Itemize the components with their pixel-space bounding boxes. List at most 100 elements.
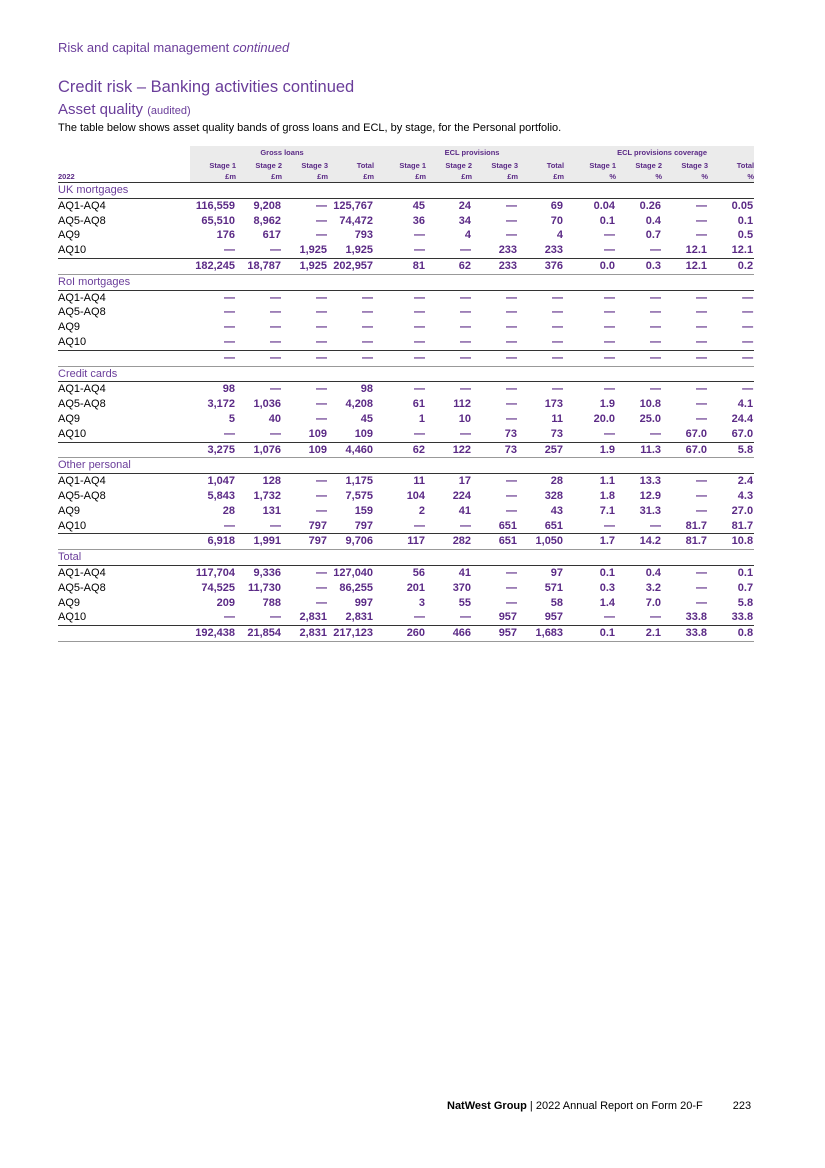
cell: 81.7: [731, 519, 754, 532]
cell: 788: [262, 596, 281, 609]
cell: 25.0: [639, 412, 662, 425]
page-number: 223: [732, 1100, 752, 1112]
cell: —: [316, 306, 327, 319]
cell: —: [696, 566, 708, 579]
cell: —: [460, 244, 472, 257]
total-row: 182,245 18,787 1,925 202,957 81 62 233 376 0.0 0.…: [58, 257, 755, 275]
data-row: AQ1-AQ4 1,047 128 — 1,175 11 17 — 28 1.1 13.3 — 2.4: [58, 474, 754, 489]
cell: —: [236, 349, 282, 367]
spacer: [374, 441, 381, 459]
cell: —: [552, 335, 564, 348]
cell: 74,525: [201, 581, 235, 594]
cell: 4: [556, 229, 564, 242]
footer: NatWest Group | 2022 Annual Report on Fo…: [447, 1100, 752, 1112]
cell: —: [742, 321, 754, 334]
cell: 11.3: [616, 441, 663, 459]
cell: 159: [354, 504, 374, 517]
cell: —: [224, 519, 235, 532]
cell: 1,076: [236, 441, 282, 459]
total-row: 6,918 1,991 797 9,706 117 282 651 1,050 1.7 14.2 8…: [58, 533, 755, 551]
cell: 17: [458, 475, 472, 488]
cell: —: [316, 398, 327, 411]
unit-row: 2022 £m £m £m £m £m £m £m £m%%%%: [58, 171, 755, 183]
row-label: AQ10: [58, 611, 87, 624]
cell: 0.1: [599, 566, 616, 579]
cell: —: [316, 229, 327, 242]
cell: —: [328, 349, 375, 367]
section-title-row: Other personal: [58, 457, 755, 475]
column-stage: Stage 1: [380, 160, 427, 171]
group-header: Gross loans: [190, 146, 375, 160]
cell: 282: [426, 533, 473, 551]
cell: 2: [418, 504, 426, 517]
cell: —: [506, 335, 518, 348]
cell: —: [662, 349, 709, 367]
cell: 0.0: [570, 257, 617, 275]
cell: 70: [550, 214, 564, 227]
cell: 1.4: [599, 596, 616, 609]
cell: —: [604, 335, 616, 348]
data-row: AQ10 — — 1,925 1,925 — — 233 233 — — 12.1 12.1: [58, 243, 754, 258]
cell: 28: [550, 475, 564, 488]
cell: 56: [412, 566, 426, 579]
cell: 11,730: [247, 581, 281, 594]
cell: —: [506, 306, 518, 319]
cell: 112: [453, 398, 472, 411]
cell: 1,047: [207, 475, 235, 488]
cell: —: [696, 504, 708, 517]
cell: —: [708, 349, 755, 367]
column-unit: £m: [328, 171, 375, 183]
row-label: [58, 625, 190, 642]
cell: 2,831: [282, 625, 328, 642]
cell: —: [506, 566, 518, 579]
running-header: Risk and capital management continued: [58, 40, 289, 55]
cell: 0.1: [570, 625, 617, 642]
column-unit: £m: [518, 171, 565, 183]
cell: —: [552, 321, 564, 334]
cell: 233: [498, 244, 518, 257]
cell: 73: [472, 441, 519, 459]
cell: 55: [458, 596, 472, 609]
cell: 7.0: [645, 596, 662, 609]
cell: 41: [458, 504, 472, 517]
cell: —: [696, 229, 708, 242]
cell: 0.3: [599, 581, 616, 594]
cell: 5,843: [207, 489, 235, 502]
row-label: AQ9: [58, 504, 81, 517]
total-row: 3,275 1,076 109 4,460 62 122 73 257 1.9 11.3 67.0 5…: [58, 441, 755, 459]
cell: 73: [550, 427, 564, 440]
cell: 33.8: [662, 625, 709, 642]
cell: —: [604, 229, 616, 242]
column-stage: Stage 3: [472, 160, 519, 171]
cell: 0.7: [737, 581, 754, 594]
spacer: [564, 441, 571, 459]
row-label: [58, 257, 190, 275]
asset-quality-table: Gross loans ECL provisions ECL provisions …: [58, 146, 755, 642]
cell: 127,040: [333, 566, 374, 579]
cell: 260: [380, 625, 427, 642]
cell: 33.8: [731, 611, 754, 624]
cell: —: [506, 504, 518, 517]
cell: 13.3: [639, 475, 662, 488]
column-unit: £m: [472, 171, 519, 183]
cell: —: [650, 244, 662, 257]
cell: —: [224, 611, 235, 624]
data-row: AQ9 209 788 — 997 3 55 — 58 1.4 7.0 — 5.8: [58, 596, 754, 611]
stage-row: Stage 1 Stage 2 Stage 3 Total Stage 1 Stage 2…: [58, 160, 755, 171]
cell: —: [506, 199, 518, 212]
column-unit: %: [570, 171, 617, 183]
column-stage: Stage 1: [190, 160, 236, 171]
cell: —: [414, 335, 426, 348]
row-label: AQ9: [58, 412, 81, 425]
cell: —: [696, 475, 708, 488]
data-row: AQ10 — — 797 797 — — 651 651 — — 81.7 81.7: [58, 519, 754, 534]
row-label: AQ9: [58, 596, 81, 609]
cell: 957: [498, 611, 518, 624]
cell: 81: [380, 257, 427, 275]
data-row: AQ5-AQ8 5,843 1,732 — 7,575 104 224 — 328 1.8 12.9…: [58, 489, 754, 504]
column-stage: Total: [328, 160, 375, 171]
cell: 0.04: [593, 199, 616, 212]
cell: 0.05: [731, 199, 754, 212]
cell: —: [650, 611, 662, 624]
